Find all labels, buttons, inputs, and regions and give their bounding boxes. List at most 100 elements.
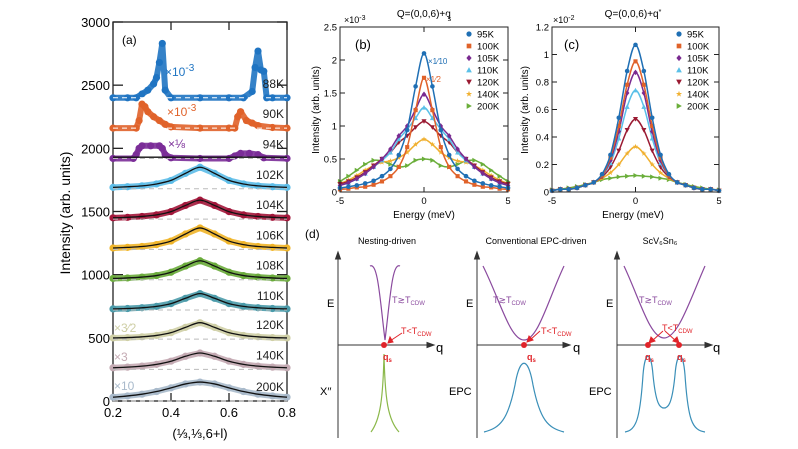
- data-point: [616, 174, 622, 180]
- data-point: [254, 151, 262, 159]
- data-point: [346, 180, 351, 186]
- temperature-label: 140K: [256, 348, 284, 362]
- panel-c: Q=(0,0,6)+q* ×10-2 (c) Energy (meV) Inte…: [520, 9, 722, 221]
- panel-b-ylabel: Intensity (arb. units): [311, 66, 322, 154]
- y-tick-label: 0: [544, 188, 549, 199]
- legend-marker: [466, 31, 472, 37]
- dispersion-nesting: [369, 265, 401, 341]
- temperature-label: 108K: [256, 259, 284, 273]
- data-point: [362, 167, 368, 173]
- data-point: [237, 108, 245, 116]
- data-point: [641, 82, 646, 87]
- diagram-axes: [334, 250, 714, 438]
- qs-label-1: qs: [383, 352, 393, 364]
- data-point: [387, 149, 393, 155]
- data-point: [379, 179, 385, 184]
- scale-text: ×10: [167, 105, 188, 119]
- panel-frame: [339, 26, 509, 193]
- data-point: [616, 115, 622, 121]
- panel-b-title: Q=(0,0,6)+q.s: [397, 9, 452, 23]
- data-point: [463, 179, 469, 184]
- series-120K: [337, 119, 511, 187]
- data-point: [616, 161, 622, 167]
- data-point: [616, 148, 622, 154]
- x-tick-label: 0: [421, 196, 426, 207]
- scale-exp: -3: [187, 103, 196, 114]
- fit-line: [112, 292, 288, 310]
- y-tick-label: 1: [332, 122, 337, 133]
- data-point: [455, 166, 460, 172]
- x-tick-label: 0.2: [104, 405, 122, 420]
- data-point: [591, 180, 597, 185]
- series-120K: [549, 117, 722, 194]
- scale-annotation: ×3⁄2: [114, 321, 137, 335]
- fit-line: [112, 322, 288, 339]
- data-point: [158, 39, 166, 48]
- data-point: [683, 182, 688, 188]
- data-point: [132, 94, 140, 102]
- data-point: [123, 94, 132, 102]
- data-point: [607, 169, 614, 176]
- data-point: [396, 152, 402, 158]
- data-point: [472, 178, 477, 184]
- data-point: [429, 125, 435, 130]
- data-point: [446, 152, 452, 158]
- data-point: [396, 133, 402, 139]
- data-point: [362, 170, 368, 177]
- data-point: [489, 167, 494, 173]
- data-point: [480, 181, 486, 186]
- data-point: [144, 86, 152, 94]
- data-point: [152, 73, 161, 82]
- y-tick-label: 0.4: [536, 133, 549, 144]
- data-point: [633, 42, 638, 48]
- data-point: [480, 184, 485, 189]
- data-point: [363, 161, 368, 167]
- legend-label: 140K: [477, 90, 500, 101]
- data-point: [641, 68, 647, 74]
- data-point: [132, 151, 140, 159]
- epc-curve-single: [483, 362, 565, 433]
- data-point: [396, 164, 401, 169]
- data-point: [158, 144, 166, 152]
- data-point: [161, 86, 169, 94]
- data-point: [387, 158, 394, 164]
- q-axis-label-1: q: [436, 340, 443, 355]
- panel-c-ylabel: Intensity (arb. units): [520, 66, 531, 154]
- data-point: [421, 51, 427, 56]
- data-point: [430, 108, 435, 113]
- data-point: [363, 184, 368, 189]
- data-point: [354, 183, 360, 188]
- legend-marker: [466, 79, 472, 85]
- panel-c-title: Q=(0,0,6)+q*: [605, 9, 662, 21]
- data-point: [354, 167, 360, 173]
- data-point: [488, 172, 494, 178]
- epc-curve-double: [624, 355, 706, 433]
- legend-marker: [676, 54, 682, 62]
- series-88K: 88K: [109, 39, 291, 102]
- panel-b-multiplier: ×10-3: [344, 15, 366, 26]
- panel-b: Q=(0,0,6)+q.s ×10-3 (b) Energy (meV) Int…: [311, 9, 511, 221]
- series-140K: [337, 136, 511, 186]
- panel-a-ylabel: Intensity (arb. units): [57, 152, 73, 275]
- data-point: [472, 164, 477, 170]
- x-tick-label: 0: [633, 196, 638, 207]
- data-point: [446, 154, 452, 161]
- data-point: [421, 75, 427, 80]
- data-point: [438, 163, 444, 169]
- data-point: [396, 154, 402, 161]
- e-axis-label-3: E: [606, 298, 613, 310]
- scale-text: ×10: [165, 65, 186, 79]
- data-point: [396, 136, 402, 142]
- data-point: [649, 115, 655, 121]
- temperature-label: 102K: [256, 168, 284, 182]
- scale-text: ×3⁄2: [114, 321, 137, 335]
- data-point: [254, 121, 262, 130]
- data-point: [488, 183, 494, 188]
- data-point: [248, 87, 256, 96]
- e-axis-label-1: E: [327, 298, 334, 310]
- data-point: [558, 186, 563, 192]
- y-tick-label: 0.6: [536, 105, 549, 116]
- temperature-label: 104K: [256, 198, 284, 212]
- data-point: [421, 91, 427, 98]
- data-point: [641, 90, 647, 96]
